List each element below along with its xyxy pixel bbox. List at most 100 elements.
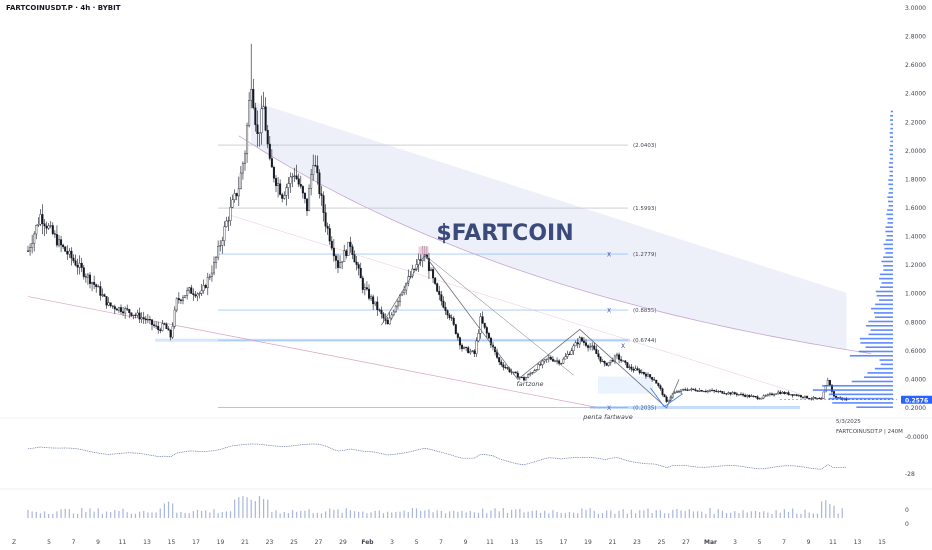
volume-bar: [110, 512, 112, 518]
volume-bar: [155, 512, 157, 518]
x-tick-label: 19: [584, 539, 592, 546]
volume-bar: [114, 510, 116, 518]
candle-body: [388, 317, 391, 325]
candle-body: [347, 241, 350, 256]
volume-bar: [457, 511, 459, 518]
volume-profile-bar: [860, 342, 893, 344]
volume-bar: [767, 512, 769, 518]
volume-bar: [494, 508, 496, 518]
candle-body: [537, 364, 540, 370]
fib-level-label: (1.2779): [633, 252, 657, 258]
candle-body: [766, 394, 769, 396]
candle-body: [341, 261, 344, 263]
candle-body: [458, 337, 461, 346]
volume-bar: [35, 511, 37, 518]
candle-body: [698, 390, 701, 392]
volume-bar: [515, 509, 517, 518]
volume-profile-bar: [876, 294, 893, 297]
candle-body: [51, 225, 54, 234]
channel-line: [229, 214, 801, 394]
volume-profile-bar: [888, 179, 893, 181]
candle-body: [217, 245, 220, 258]
candle-body: [713, 390, 716, 392]
price-tick-label: 0.6000: [905, 348, 926, 355]
volume-bar: [556, 511, 558, 518]
candle-body: [438, 291, 441, 295]
candle-body: [632, 369, 635, 371]
candle-body: [227, 220, 230, 222]
candle-body: [535, 369, 538, 371]
candle-body: [574, 342, 577, 347]
volume-bar: [705, 513, 707, 518]
volume-bar: [539, 512, 542, 518]
candle-body: [690, 388, 693, 390]
x-tick-label: 15: [168, 539, 176, 546]
candle-body: [733, 392, 736, 394]
volume-bar: [697, 511, 699, 518]
candle-body: [142, 317, 145, 319]
volume-bar: [502, 508, 504, 518]
volume-bar: [85, 512, 87, 518]
volume-profile-bar: [887, 196, 893, 198]
candle-body: [233, 193, 236, 200]
volume-bar: [573, 512, 575, 518]
candle-body: [134, 314, 137, 316]
candle-body: [779, 391, 782, 394]
volume-profile-bar: [889, 187, 893, 190]
volume-bar: [738, 513, 740, 518]
volume-bar: [804, 509, 806, 518]
candle-body: [374, 301, 377, 305]
candle-body: [541, 360, 544, 365]
candle-body: [332, 247, 335, 257]
candle-body: [124, 308, 127, 314]
candle-body: [256, 124, 259, 134]
candle-body: [31, 243, 34, 248]
candle-body: [155, 325, 158, 327]
volume-bar: [618, 510, 620, 518]
volume-bar: [27, 509, 29, 518]
candle-body: [531, 372, 534, 374]
volume-bar: [122, 508, 124, 518]
volume-bar: [415, 508, 418, 518]
volume-bar: [320, 513, 323, 518]
volume-profile-bar: [832, 402, 893, 404]
x-marker: X: [607, 252, 611, 259]
candle-body: [76, 265, 79, 268]
x-tick-label: Feb: [361, 539, 374, 546]
candle-body: [239, 172, 242, 189]
candle-body: [723, 393, 726, 395]
volume-bar: [279, 513, 281, 518]
volume-bar: [176, 512, 178, 518]
x-marker: X: [607, 308, 611, 315]
volume-bar: [184, 512, 186, 518]
candle-body: [72, 257, 75, 262]
candle-body: [797, 395, 800, 397]
x-tick-label: 15: [878, 539, 886, 546]
symbol-header[interactable]: FARTCOINUSDT.P · 4h · BYBIT: [6, 4, 121, 12]
volume-bar: [349, 510, 351, 518]
volume-tick-label: 0: [905, 521, 909, 528]
candle-body: [231, 199, 234, 208]
candle-body: [434, 277, 437, 284]
volume-bar: [589, 508, 591, 518]
candle-body: [793, 394, 796, 396]
candle-body: [66, 251, 69, 255]
volume-bar: [287, 513, 289, 518]
candle-body: [202, 285, 205, 291]
price-tick-label: 2.4000: [905, 91, 926, 98]
candle-body: [791, 394, 794, 396]
candle-body: [43, 223, 46, 227]
candle-body: [818, 398, 821, 400]
volume-profile-bar: [874, 316, 893, 318]
candle-body: [525, 377, 528, 381]
last-price-value: 0.2576: [905, 397, 928, 404]
volume-profile-bar: [889, 149, 893, 151]
volume-bar: [316, 513, 318, 518]
candle-body: [744, 394, 747, 397]
candle-body: [727, 392, 730, 394]
candle-body: [136, 312, 139, 316]
fartzone-box: [598, 376, 653, 394]
volume-bar: [477, 513, 480, 518]
